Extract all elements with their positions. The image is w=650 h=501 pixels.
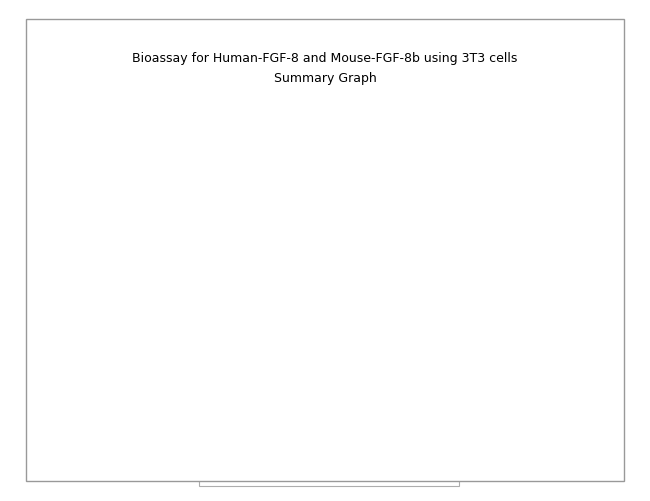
- Mouse FGF-8b; Competitor: [566, 180, 573, 186]
- Mouse FGF-8b; Competitor: [123, 263, 131, 269]
- Human FGF-8; PeproTech; Cat# 100-25: [393, 259, 401, 265]
- Human FGF-8; PeproTech; Cat# 100-25: [200, 263, 208, 269]
- Mouse FGF-8b; Competitor: [410, 250, 418, 256]
- Human FGF-8; PeproTech; Cat# 100-25: [92, 263, 99, 269]
- Human FGF-8; PeproTech; Cat# 100-25: [315, 263, 323, 269]
- Legend: Human FGF-8; PeproTech; Cat# 100-25, Mouse FGF-8b; Competitor: Human FGF-8; PeproTech; Cat# 100-25, Mou…: [199, 439, 459, 486]
- Human FGF-8; PeproTech; Cat# 100-25: [566, 150, 573, 156]
- Mouse FGF-8b; Competitor: [471, 178, 478, 184]
- Mouse FGF-8b; Competitor: [512, 167, 519, 173]
- Mouse FGF-8b; Competitor: [434, 239, 441, 245]
- Line: Human FGF-8; PeproTech; Cat# 100-25: Human FGF-8; PeproTech; Cat# 100-25: [93, 126, 573, 269]
- Mouse FGF-8b; Competitor: [535, 163, 543, 169]
- Text: Summary Graph: Summary Graph: [274, 72, 376, 85]
- X-axis label: h-FGF-8/m-FGF-8b (ng/ml) [log scale]: h-FGF-8/m-FGF-8b (ng/ml) [log scale]: [251, 376, 445, 386]
- Y-axis label: OD (490 nm): OD (490 nm): [44, 187, 54, 254]
- Human FGF-8; PeproTech; Cat# 100-25: [123, 263, 131, 269]
- Mouse FGF-8b; Competitor: [92, 263, 99, 269]
- Text: 0.000: 0.000: [49, 377, 77, 387]
- Human FGF-8; PeproTech; Cat# 100-25: [512, 126, 519, 132]
- Mouse FGF-8b; Competitor: [278, 261, 286, 267]
- Mouse FGF-8b; Competitor: [356, 259, 364, 265]
- Mouse FGF-8b; Competitor: [393, 261, 401, 267]
- Mouse FGF-8b; Competitor: [200, 263, 208, 269]
- Human FGF-8; PeproTech; Cat# 100-25: [471, 172, 478, 178]
- Human FGF-8; PeproTech; Cat# 100-25: [278, 261, 286, 267]
- Line: Mouse FGF-8b; Competitor: Mouse FGF-8b; Competitor: [93, 163, 573, 269]
- Mouse FGF-8b; Competitor: [315, 263, 323, 269]
- Human FGF-8; PeproTech; Cat# 100-25: [356, 259, 364, 265]
- Text: Bioassay for Human-FGF-8 and Mouse-FGF-8b using 3T3 cells: Bioassay for Human-FGF-8 and Mouse-FGF-8…: [133, 52, 517, 65]
- Human FGF-8; PeproTech; Cat# 100-25: [410, 257, 418, 263]
- Human FGF-8; PeproTech; Cat# 100-25: [535, 126, 543, 132]
